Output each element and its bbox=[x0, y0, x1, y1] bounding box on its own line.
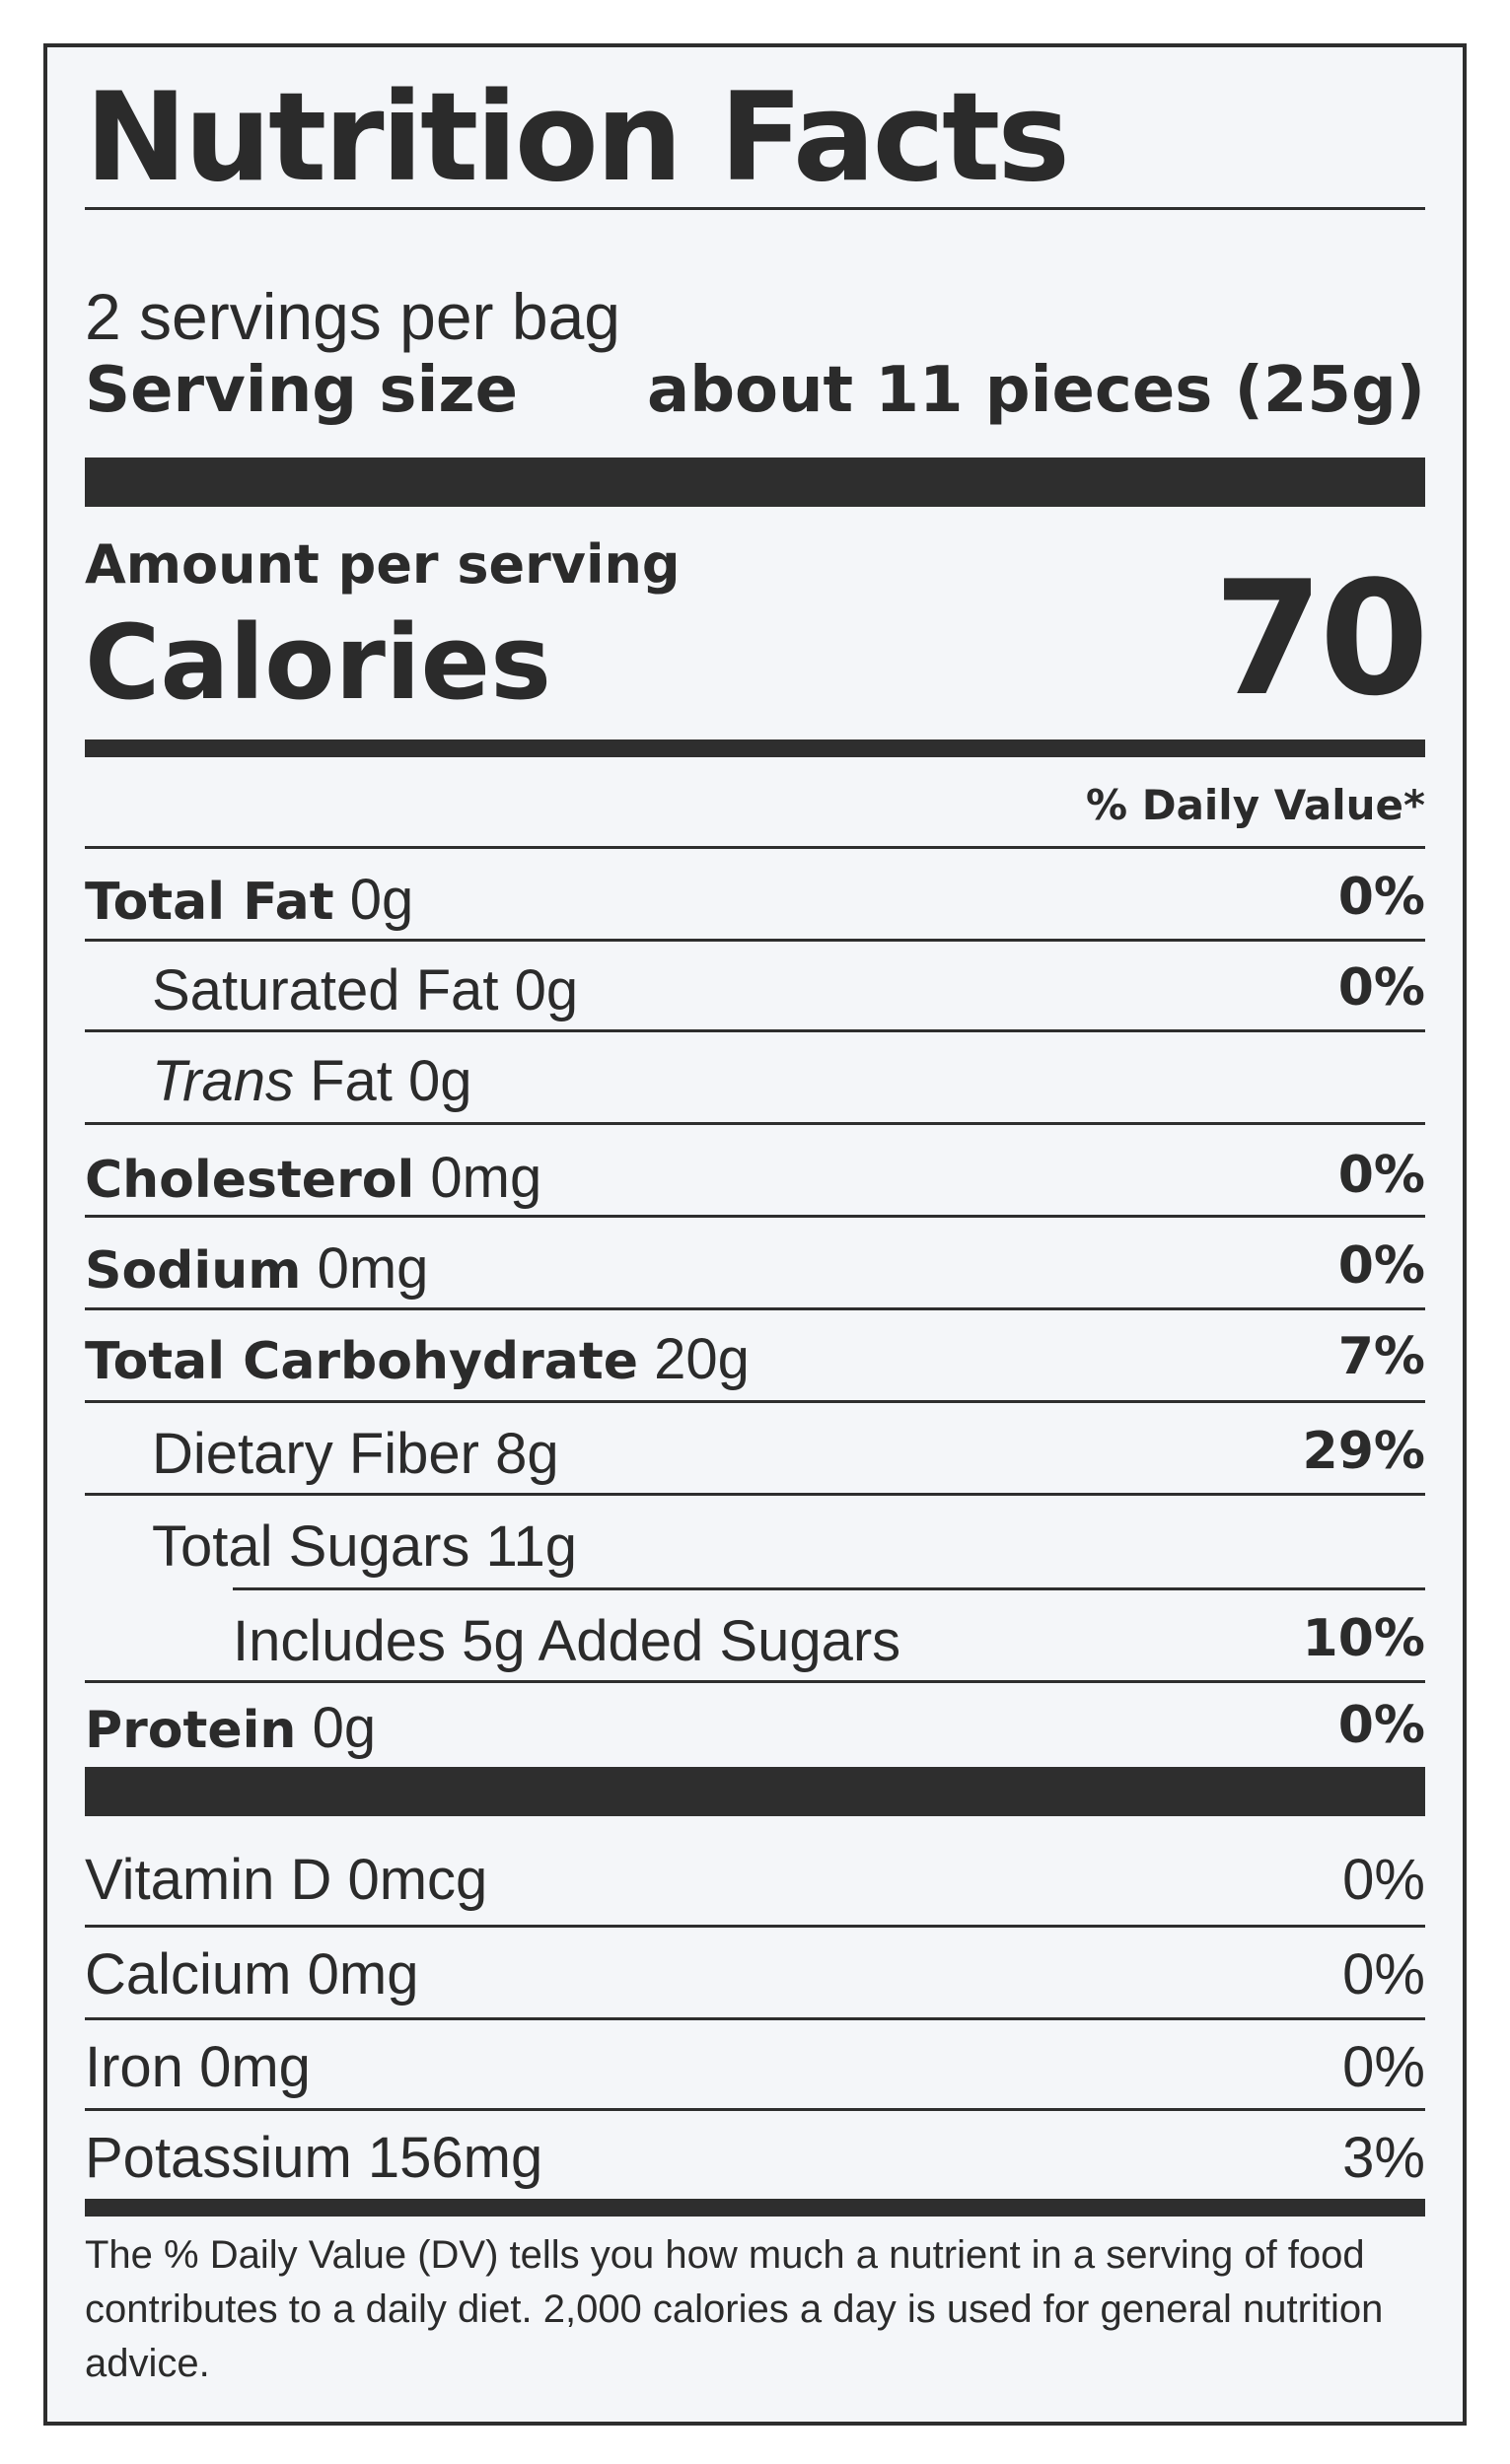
nutrient-row-protein: Protein 0g 0% bbox=[85, 1700, 1425, 1757]
nutrient-dv: 0% bbox=[1337, 1236, 1425, 1296]
nutrient-name: Cholesterol bbox=[85, 1151, 415, 1210]
nutrient-amount: 8g bbox=[495, 1422, 559, 1486]
nutrient-name-italic: Trans bbox=[152, 1049, 294, 1113]
divider bbox=[85, 846, 1425, 849]
nutrient-row-dietary-fiber: Dietary Fiber 8g 29% bbox=[152, 1426, 1425, 1483]
label-title: Nutrition Facts bbox=[85, 67, 1070, 209]
nutrient-dv: 7% bbox=[1337, 1327, 1425, 1386]
thick-divider bbox=[85, 458, 1425, 507]
nutrient-name: Iron bbox=[85, 2035, 183, 2099]
divider bbox=[85, 1029, 1425, 1032]
nutrient-amount: 0mg bbox=[199, 2035, 311, 2099]
divider bbox=[85, 2017, 1425, 2020]
daily-value-footnote: The % Daily Value (DV) tells you how muc… bbox=[85, 2233, 1384, 2385]
nutrient-name: Total Sugars bbox=[152, 1514, 470, 1579]
nutrient-dv: 29% bbox=[1302, 1422, 1425, 1481]
nutrient-name: Dietary Fiber bbox=[152, 1422, 479, 1486]
divider bbox=[85, 2108, 1425, 2111]
divider bbox=[85, 1122, 1425, 1125]
micronutrient-row-calcium: Calcium 0mg 0% bbox=[85, 1946, 1425, 2004]
medium-divider bbox=[85, 2199, 1425, 2217]
micronutrient-row-potassium: Potassium 156mg 3% bbox=[85, 2130, 1425, 2187]
servings-per-container: 2 servings per bag bbox=[85, 280, 620, 353]
nutrition-facts-label: Nutrition Facts 2 servings per bag Servi… bbox=[43, 43, 1467, 2426]
nutrient-dv: 10% bbox=[1302, 1609, 1425, 1668]
micronutrient-row-vitamin-d: Vitamin D 0mcg 0% bbox=[85, 1852, 1425, 1909]
divider bbox=[85, 1400, 1425, 1403]
nutrient-row-added-sugars: Includes 5g Added Sugars 10% bbox=[233, 1613, 1425, 1670]
nutrient-amount: 0mg bbox=[307, 1942, 419, 2006]
nutrient-amount: 0mcg bbox=[347, 1848, 488, 1912]
nutrient-dv: 3% bbox=[1342, 2126, 1425, 2190]
nutrient-name: Fat bbox=[310, 1049, 393, 1113]
calories-value: 70 bbox=[1213, 546, 1429, 731]
divider bbox=[85, 939, 1425, 942]
divider bbox=[85, 1925, 1425, 1928]
nutrient-name: Total Fat bbox=[85, 873, 334, 932]
nutrient-dv: 0% bbox=[1342, 1942, 1425, 2006]
nutrient-row-total-fat: Total Fat 0g 0% bbox=[85, 872, 1425, 929]
medium-divider bbox=[85, 739, 1425, 757]
nutrient-row-saturated-fat: Saturated Fat 0g 0% bbox=[152, 962, 1425, 1020]
nutrient-row-total-sugars: Total Sugars 11g bbox=[152, 1518, 1425, 1576]
nutrient-row-trans-fat: Trans Fat 0g bbox=[152, 1053, 1425, 1110]
micronutrient-row-iron: Iron 0mg 0% bbox=[85, 2039, 1425, 2096]
thick-divider bbox=[85, 1767, 1425, 1816]
nutrient-name: Saturated Fat bbox=[152, 958, 499, 1022]
nutrient-amount: 0g bbox=[408, 1049, 472, 1113]
divider bbox=[85, 207, 1425, 210]
nutrient-amount: 0mg bbox=[430, 1146, 542, 1210]
nutrient-dv: 0% bbox=[1342, 2035, 1425, 2099]
nutrient-name: Includes 5g Added Sugars bbox=[233, 1609, 901, 1673]
nutrient-name: Calcium bbox=[85, 1942, 292, 2006]
nutrient-amount: 20g bbox=[654, 1327, 750, 1391]
nutrient-name: Vitamin D bbox=[85, 1848, 332, 1912]
nutrient-row-cholesterol: Cholesterol 0mg 0% bbox=[85, 1150, 1425, 1207]
divider bbox=[85, 1680, 1425, 1683]
nutrient-dv: 0% bbox=[1337, 868, 1425, 927]
divider bbox=[233, 1587, 1425, 1590]
serving-size-row: Serving size about 11 pieces (25g) bbox=[85, 359, 1425, 422]
serving-size-label: Serving size bbox=[85, 354, 519, 427]
calories-label: Calories bbox=[85, 602, 551, 723]
nutrient-amount: 0g bbox=[312, 1696, 377, 1760]
divider bbox=[85, 1307, 1425, 1310]
nutrient-name: Protein bbox=[85, 1701, 297, 1760]
nutrient-dv: 0% bbox=[1337, 958, 1425, 1018]
nutrient-row-total-carbohydrate: Total Carbohydrate 20g 7% bbox=[85, 1331, 1425, 1388]
nutrient-dv: 0% bbox=[1337, 1696, 1425, 1755]
nutrient-name: Potassium bbox=[85, 2126, 352, 2190]
nutrient-row-sodium: Sodium 0mg 0% bbox=[85, 1240, 1425, 1298]
nutrient-dv: 0% bbox=[1342, 1848, 1425, 1912]
nutrient-amount: 0g bbox=[514, 958, 579, 1022]
nutrient-name: Sodium bbox=[85, 1241, 302, 1301]
divider bbox=[85, 1215, 1425, 1218]
nutrient-name: Total Carbohydrate bbox=[85, 1332, 639, 1391]
divider bbox=[85, 1493, 1425, 1496]
nutrient-amount: 11g bbox=[485, 1514, 577, 1579]
nutrient-amount: 0mg bbox=[317, 1236, 429, 1301]
daily-value-header: % Daily Value* bbox=[1086, 781, 1425, 829]
serving-size-value: about 11 pieces (25g) bbox=[647, 354, 1425, 427]
amount-per-serving: Amount per serving bbox=[85, 533, 681, 596]
nutrient-dv: 0% bbox=[1337, 1146, 1425, 1205]
nutrient-amount: 0g bbox=[349, 868, 414, 932]
nutrient-amount: 156mg bbox=[367, 2126, 543, 2190]
